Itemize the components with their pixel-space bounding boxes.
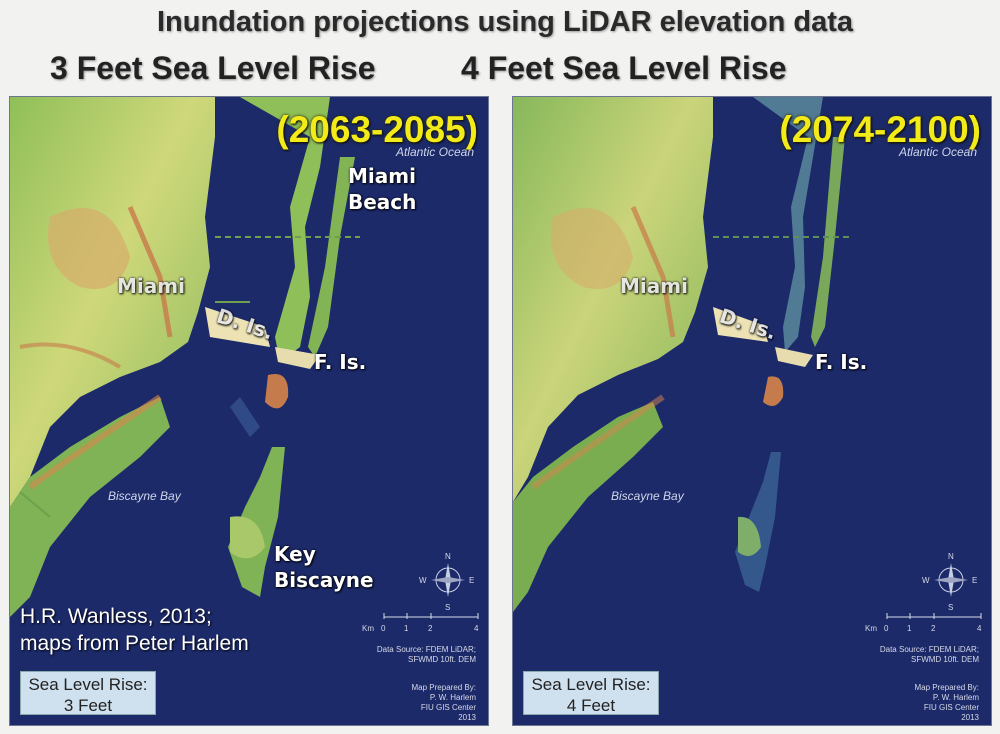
scale-tick-4: 4 (474, 624, 479, 633)
mainland-north (10, 97, 215, 507)
scale-unit: Km (865, 624, 877, 633)
scale-bar: Km 0 1 2 4 (865, 613, 982, 633)
page-title: Inundation projections using LiDAR eleva… (156, 6, 854, 38)
source-line1: Data Source: FDEM LiDAR; (376, 645, 476, 654)
legend-title: Sea Level Rise: (28, 675, 148, 694)
compass-s: S (445, 603, 450, 611)
terrain-map (513, 97, 853, 612)
credit-line1: H.R. Wanless, 2013; (20, 605, 212, 628)
data-source: Data Source: FDEM LiDAR; SFWMD 10ft. DEM (377, 645, 476, 665)
prepared-line4: 2013 (961, 713, 979, 722)
place-label-miami: Miami (117, 274, 185, 298)
map-panel-3-feet: (2063-2085) Atlantic Ocean Biscayne Bay … (9, 96, 489, 726)
key-biscayne-island (228, 447, 285, 597)
miami-beach-island (240, 97, 330, 362)
f-island (775, 347, 813, 367)
place-label-key-biscayne: Key Biscayne (274, 541, 374, 593)
d-island (713, 307, 768, 342)
compass-w: W (922, 576, 930, 585)
scale-tick-1: 1 (907, 624, 912, 633)
subtitle-3-feet: 3 Feet Sea Level Rise (50, 50, 376, 86)
prepared-line4: 2013 (458, 713, 476, 722)
credit-line2: maps from Peter Harlem (20, 632, 249, 655)
key-biscayne-island (735, 452, 781, 592)
scale-bar: Km 0 1 2 4 (362, 613, 479, 633)
f-island (275, 347, 320, 369)
sea-level-legend: Sea Level Rise: 3 Feet (20, 671, 156, 715)
place-label-key-line1: Key (274, 542, 316, 566)
scale-tick-2: 2 (931, 624, 936, 633)
source-line2: SFWMD 10ft. DEM (910, 655, 979, 664)
scale-tick-0: 0 (381, 624, 386, 633)
compass-w: W (419, 576, 427, 585)
mainland-south (10, 397, 170, 617)
year-range-label: (2063-2085) (276, 109, 478, 150)
legend-value: 3 Feet (63, 696, 113, 715)
map-prepared-by: Map Prepared By: P. W. Harlem FIU GIS Ce… (412, 683, 476, 723)
place-label-key-line2: Biscayne (274, 568, 374, 592)
virginia-key-island (265, 373, 289, 409)
compass-n: N (948, 552, 954, 561)
source-line2: SFWMD 10ft. DEM (407, 655, 476, 664)
credit-text: H.R. Wanless, 2013; maps from Peter Harl… (20, 603, 249, 657)
place-label-f-island: F. Is. (314, 350, 367, 374)
prepared-line1: Map Prepared By: (411, 683, 476, 692)
mainland-south (513, 402, 663, 612)
scale-tick-2: 2 (428, 624, 433, 633)
compass-s: S (948, 603, 953, 611)
sea-level-legend: Sea Level Rise: 4 Feet (523, 671, 659, 715)
legend-value: 4 Feet (566, 696, 616, 715)
mainland-north (513, 97, 713, 502)
scale-tick-0: 0 (884, 624, 889, 633)
bay-label: Biscayne Bay (108, 489, 181, 503)
d-island (205, 307, 270, 347)
terrain-map (10, 97, 360, 617)
subtitle-4-feet: 4 Feet Sea Level Rise (461, 50, 787, 86)
scale-tick-4: 4 (977, 624, 982, 633)
compass-rose-icon: N S E W (922, 552, 977, 611)
compass-e: E (469, 576, 474, 585)
prepared-line3: FIU GIS Center (420, 703, 476, 712)
place-label-f-island: F. Is. (815, 350, 868, 374)
place-label-miami-beach-line1: Miami (348, 164, 416, 188)
source-line1: Data Source: FDEM LiDAR; (879, 645, 979, 654)
compass-rose-icon: N S E W (419, 552, 474, 611)
place-label-miami: Miami (620, 274, 688, 298)
ocean-label: Atlantic Ocean (898, 145, 977, 159)
place-label-miami-beach: Miami Beach (348, 163, 416, 215)
miami-beach-island (753, 97, 823, 352)
ocean-label: Atlantic Ocean (395, 145, 474, 159)
prepared-line3: FIU GIS Center (923, 703, 979, 712)
prepared-line1: Map Prepared By: (914, 683, 979, 692)
place-label-miami-beach-line2: Beach (348, 190, 417, 214)
prepared-line2: P. W. Harlem (932, 693, 979, 702)
map-prepared-by: Map Prepared By: P. W. Harlem FIU GIS Ce… (915, 683, 979, 723)
compass-n: N (445, 552, 451, 561)
virginia-key-island (763, 376, 784, 406)
bay-label: Biscayne Bay (611, 489, 684, 503)
prepared-line2: P. W. Harlem (429, 693, 476, 702)
map-panel-4-feet: (2074-2100) Atlantic Ocean Biscayne Bay … (512, 96, 992, 726)
data-source: Data Source: FDEM LiDAR; SFWMD 10ft. DEM (880, 645, 979, 665)
scale-unit: Km (362, 624, 374, 633)
scale-tick-1: 1 (404, 624, 409, 633)
year-range-label: (2074-2100) (779, 109, 981, 150)
legend-title: Sea Level Rise: (531, 675, 651, 694)
compass-e: E (972, 576, 977, 585)
